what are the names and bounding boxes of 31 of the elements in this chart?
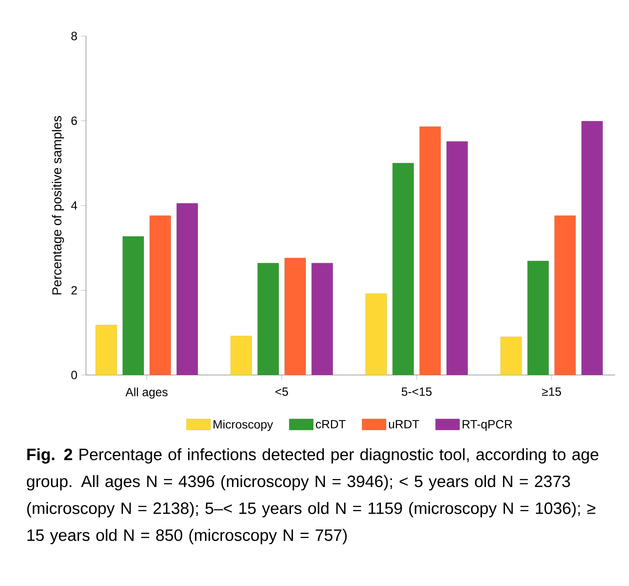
text: Fig. 2 Percentage of infections detected per diagnostic tool, according to age group. All ages N = 4396 (microscopy N = 3946); < 5 years old N = 2373 (microscopy N = 2138); 5–< 15 years old N = 1159 (microscopy N = 1036); ≥ 15 years old N = 850 (microscopy N = 757) [26, 448, 598, 544]
y-tick-label: 4 [71, 201, 78, 210]
x-tick-label: 5-<15 [402, 388, 432, 396]
y-tick-label: 8 [71, 32, 77, 40]
bar [392, 162, 414, 376]
y-tick-label: 6 [71, 116, 77, 125]
x-tick-label: <5 [275, 388, 288, 396]
bar [176, 203, 198, 376]
legend-label: Microscopy [214, 420, 274, 432]
bar [122, 236, 144, 376]
legend-label: uRDT [389, 420, 420, 428]
bar [150, 216, 171, 376]
bar [581, 121, 603, 376]
legend-label: cRDT [316, 420, 346, 428]
x-tick-label: All ages [125, 388, 168, 399]
bar [419, 126, 441, 376]
legend-label: RT-qPCR [462, 420, 512, 431]
bar [527, 260, 549, 376]
bar [284, 258, 306, 376]
bar [554, 216, 576, 376]
bar [258, 262, 279, 376]
y-axis-title: Percentage of positive samples [52, 116, 64, 294]
bar [312, 262, 333, 376]
y-tick-label: 0 [71, 370, 78, 380]
bar [365, 293, 387, 376]
bar [500, 336, 522, 376]
y-tick-label: 2 [71, 286, 77, 294]
bar [230, 336, 252, 376]
bar [446, 141, 468, 376]
x-tick-label: ≥15 [542, 388, 562, 396]
bar [96, 324, 117, 376]
